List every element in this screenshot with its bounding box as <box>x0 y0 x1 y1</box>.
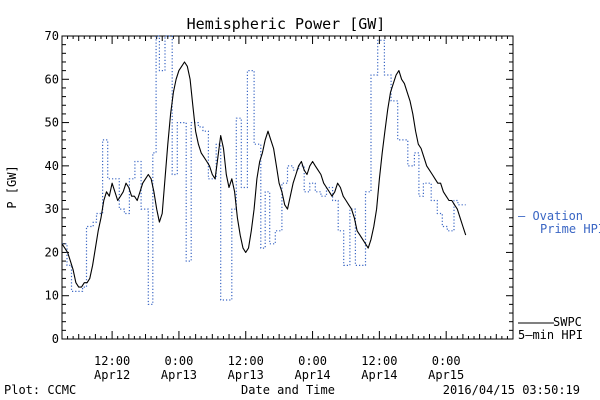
plot-timestamp: 2016/04/15 03:50:19 <box>443 383 580 397</box>
legend-ovation-line1: — Ovation <box>518 209 583 223</box>
x-tick-date-label: Apr12 <box>94 368 130 382</box>
y-tick-label: 40 <box>45 159 59 173</box>
x-tick-time-label: 12:00 <box>361 354 397 368</box>
y-tick-label: 10 <box>45 289 59 303</box>
y-tick-label: 30 <box>45 202 59 216</box>
y-tick-label: 50 <box>45 116 59 130</box>
x-axis-ticks: 12:00Apr120:00Apr1312:00Apr130:00Apr1412… <box>61 36 514 382</box>
legend-swpc-line2: 5–min HPI <box>518 328 583 342</box>
x-tick-time-label: 0:00 <box>164 354 193 368</box>
y-tick-label: 70 <box>45 29 59 43</box>
plot-frame <box>61 35 514 340</box>
x-tick-time-label: 0:00 <box>432 354 461 368</box>
series-swpc-line <box>61 61 467 288</box>
legend-ovation: — Ovation Prime HPI <box>518 209 600 236</box>
y-axis-label: P [GW] <box>5 165 19 208</box>
plot-credit: Plot: CCMC <box>4 383 76 397</box>
x-tick-date-label: Apr15 <box>428 368 464 382</box>
x-axis-label: Date and Time <box>241 383 335 397</box>
x-tick-time-label: 12:00 <box>228 354 264 368</box>
x-tick-time-label: 0:00 <box>298 354 327 368</box>
x-tick-time-label: 12:00 <box>94 354 130 368</box>
series-layer <box>61 35 467 305</box>
legend-ovation-line2: Prime HPI <box>540 222 600 236</box>
legend-swpc-line1: SWPC <box>553 315 582 329</box>
chart-title: Hemispheric Power [GW] <box>187 15 386 33</box>
x-tick-date-label: Apr13 <box>161 368 197 382</box>
y-tick-label: 60 <box>45 72 59 86</box>
y-axis-ticks: 0 10 20 30 40 50 60 70 <box>45 29 513 346</box>
y-tick-label: 0 <box>52 332 59 346</box>
y-tick-label: 20 <box>45 245 59 259</box>
x-tick-date-label: Apr14 <box>294 368 330 382</box>
x-tick-date-label: Apr13 <box>228 368 264 382</box>
x-tick-date-label: Apr14 <box>361 368 397 382</box>
series-ovation-prime-line <box>62 35 466 305</box>
legend-swpc: SWPC 5–min HPI <box>518 315 583 342</box>
